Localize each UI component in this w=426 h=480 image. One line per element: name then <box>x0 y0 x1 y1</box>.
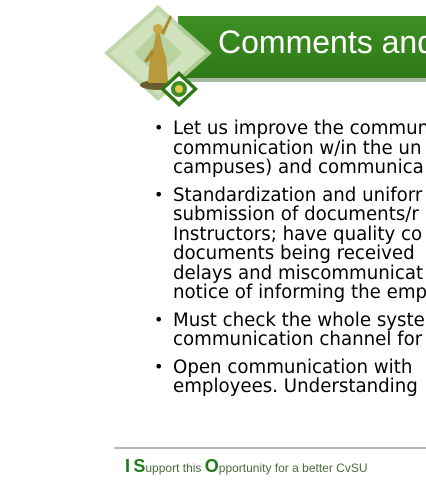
title-banner-underline <box>178 78 426 82</box>
bullet-line: documents being received <box>173 243 415 264</box>
bullet-item: • Open communication with employees. Und… <box>154 356 426 397</box>
footer-divider <box>114 447 426 449</box>
bullet-item: • Standardization and uniforr submission… <box>154 184 426 303</box>
footer-letter: O <box>204 456 219 476</box>
bullet-line: Let us improve the commun <box>173 118 426 139</box>
bullet-line: Standardization and uniforr <box>173 184 423 206</box>
university-logo-icon <box>104 5 222 109</box>
bullet-dot-icon: • <box>154 309 164 329</box>
slide-title: Comments and <box>218 24 426 60</box>
bullet-dot-icon: • <box>154 118 164 137</box>
bullet-line: submission of documents/r <box>173 204 419 225</box>
comment-bullet-list: • Let us improve the commun communicatio… <box>154 118 426 405</box>
bullet-line: employees. Understanding <box>173 376 418 397</box>
bullet-line: communication w/in the un <box>173 137 422 159</box>
footer-letter: S <box>133 456 146 476</box>
bullet-item: • Let us improve the commun communicatio… <box>154 118 426 178</box>
footer-slogan: I Support this Opportunity for a better … <box>125 456 368 477</box>
bullet-line: communication channel for <box>173 329 423 350</box>
footer-letter: I <box>125 456 131 476</box>
footer-text: upport this <box>145 461 205 475</box>
bullet-line: campuses) and communica <box>173 157 424 178</box>
bullet-line: Must check the whole syste <box>173 309 425 331</box>
footer-text: pportunity for a better CvSU <box>218 461 368 475</box>
title-banner <box>178 16 426 78</box>
bullet-item: • Must check the whole syste communicati… <box>154 309 426 350</box>
bullet-line: Open communication with <box>173 356 413 378</box>
bullet-dot-icon: • <box>154 184 164 204</box>
bullet-line: delays and miscommunicat <box>173 262 424 284</box>
bullet-line: notice of informing the emp <box>173 282 426 303</box>
bullet-dot-icon: • <box>154 356 164 376</box>
bullet-line: Instructors; have quality co <box>173 223 423 245</box>
